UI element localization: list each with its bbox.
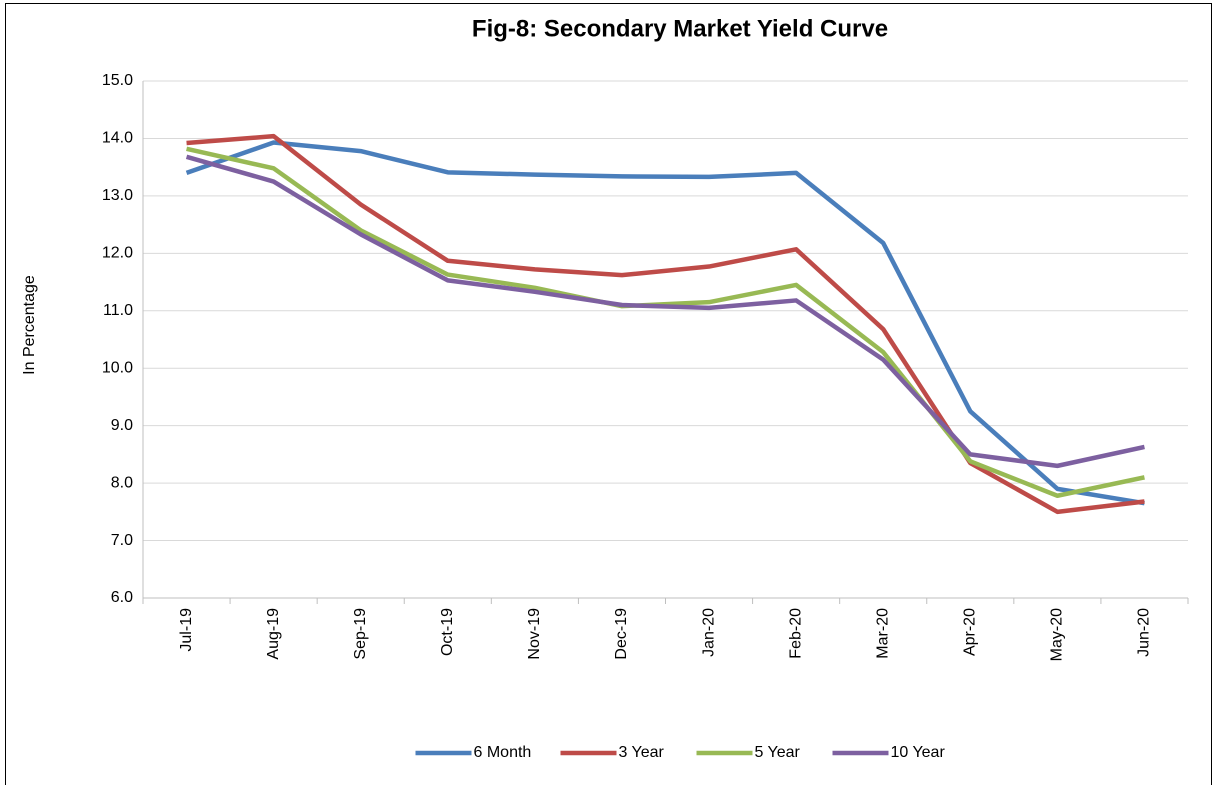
x-tick-label: Nov-19 [526,608,543,660]
y-tick-label: 8.0 [111,474,133,491]
x-tick-label: Oct-19 [439,608,456,656]
chart-border [5,3,1212,785]
x-tick-label: Feb-20 [787,608,804,659]
series-line [186,133,1145,515]
x-tick-label: Aug-19 [265,608,282,660]
y-tick-label: 15.0 [102,72,133,89]
y-tick-label: 13.0 [102,187,133,204]
y-tick-label: 6.0 [111,589,133,606]
y-axis-label: In Percentage [21,275,38,375]
y-tick-label: 7.0 [111,532,133,549]
y-tick-label: 11.0 [103,302,133,319]
series-line [185,140,1145,506]
series-line [186,146,1145,498]
chart-title: Fig-8: Secondary Market Yield Curve [472,15,888,42]
y-tick-label: 14.0 [102,130,133,147]
legend-label: 10 Year [891,744,946,761]
x-tick-label: Mar-20 [874,608,891,659]
x-tick-label: Sep-19 [352,608,369,660]
x-tick-label: Jun-20 [1136,608,1153,657]
y-tick-label: 9.0 [111,417,133,434]
series-line [185,154,1145,469]
x-tick-label: Apr-20 [962,608,979,656]
legend-label: 6 Month [474,744,532,761]
legend-label: 5 Year [755,744,801,761]
y-tick-label: 10.0 [102,359,133,376]
y-tick-label: 12.0 [102,245,133,262]
x-tick-label: Jul-19 [178,608,195,652]
x-tick-label: Dec-19 [613,608,630,660]
x-tick-label: May-20 [1049,608,1066,661]
legend-label: 3 Year [619,744,665,761]
x-tick-label: Jan-20 [700,608,717,657]
